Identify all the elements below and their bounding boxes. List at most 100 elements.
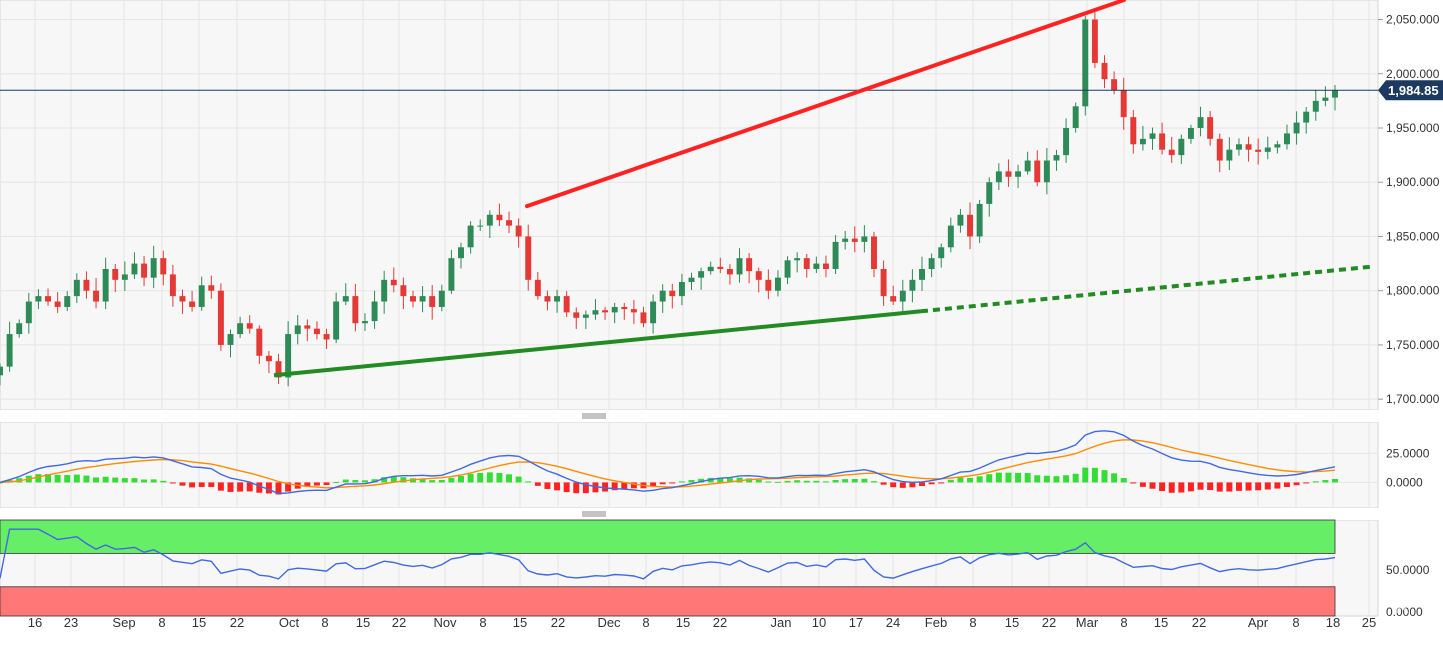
x-tick-label: 24 — [886, 615, 900, 630]
macd-histogram-bar — [621, 482, 628, 490]
candle — [967, 214, 974, 237]
macd-histogram-bar — [1332, 478, 1338, 483]
macd-histogram-bar — [496, 472, 503, 483]
x-tick-label: 8 — [479, 615, 486, 630]
x-tick-label: 15 — [513, 615, 527, 630]
candle — [1274, 144, 1281, 148]
rsi-overbought-zone — [0, 519, 1336, 554]
candle — [899, 290, 906, 302]
macd-histogram-bar — [1159, 482, 1166, 492]
candle — [313, 328, 320, 335]
candle — [1053, 155, 1060, 161]
candle — [83, 279, 90, 291]
candle — [621, 306, 628, 310]
macd-histogram-bar — [1168, 482, 1175, 493]
candle — [160, 258, 167, 275]
candle — [150, 258, 157, 278]
watermark: FX — [1381, 593, 1409, 618]
candle — [1216, 138, 1223, 161]
candle — [342, 296, 349, 302]
candle — [467, 225, 474, 248]
price-panel-bg — [0, 0, 1379, 411]
candle — [794, 258, 801, 261]
macd-histogram-bar — [217, 482, 224, 491]
macd-histogram-bar — [794, 480, 801, 483]
candle — [506, 220, 513, 226]
macd-histogram-bar — [486, 472, 493, 483]
candle — [1255, 149, 1262, 152]
macd-histogram-bar — [54, 474, 61, 483]
macd-histogram-bar — [1043, 475, 1050, 483]
candle — [285, 334, 292, 378]
candle — [25, 301, 32, 324]
y-tick-label: 1,750.000 — [1386, 338, 1440, 352]
candle — [1168, 149, 1175, 156]
candle — [477, 225, 484, 227]
candle — [1159, 133, 1166, 150]
macd-histogram-bar — [400, 477, 407, 483]
macd-histogram-bar — [304, 482, 311, 487]
candle — [525, 236, 532, 280]
macd-histogram-bar — [1101, 470, 1108, 483]
candle — [928, 258, 935, 269]
macd-histogram-bar — [102, 476, 109, 483]
macd-histogram-bar — [64, 475, 71, 483]
candle — [938, 247, 945, 259]
candle — [976, 203, 983, 237]
x-tick-label: Oct — [279, 615, 300, 630]
candle — [1322, 97, 1329, 101]
macd-histogram-bar — [141, 479, 148, 483]
macd-histogram-bar — [1149, 482, 1156, 489]
x-tick-label: 15 — [676, 615, 690, 630]
macd-histogram-bar — [35, 474, 42, 483]
candle — [179, 296, 186, 302]
y-tick-label: 2,050.000 — [1386, 13, 1440, 27]
macd-histogram-bar — [995, 472, 1002, 483]
candle — [275, 361, 282, 378]
macd-histogram-bar — [822, 481, 829, 483]
candle — [563, 296, 570, 313]
candle — [304, 325, 311, 329]
macd-histogram-bar — [208, 482, 215, 488]
x-tick-label: Sep — [112, 615, 135, 630]
macd-histogram-bar — [438, 479, 445, 483]
candle — [986, 182, 993, 204]
macd-histogram-bar — [1120, 478, 1127, 483]
candle — [947, 225, 954, 248]
candle — [102, 268, 109, 302]
x-tick-label: 23 — [64, 615, 78, 630]
candle — [6, 334, 13, 367]
candle — [669, 290, 676, 297]
candle — [1082, 19, 1089, 107]
macd-histogram-bar — [169, 482, 176, 484]
candle — [995, 171, 1002, 183]
macd-histogram-bar — [871, 481, 877, 483]
candle — [554, 296, 561, 302]
macd-line — [0, 430, 1336, 495]
macd-histogram-bar — [333, 481, 340, 483]
candle — [582, 314, 589, 318]
macd-histogram-bar — [1207, 482, 1214, 491]
candle — [1005, 171, 1012, 177]
x-tick-label: 8 — [158, 615, 165, 630]
macd-histogram-bar — [313, 482, 320, 486]
macd-histogram-bar — [93, 477, 100, 483]
candle — [237, 323, 244, 335]
macd-histogram-bar — [1216, 482, 1223, 492]
candle — [630, 309, 637, 313]
macd-histogram-bar — [477, 473, 484, 483]
candle — [688, 277, 695, 283]
macd-histogram-bar — [83, 475, 90, 483]
macd-histogram-bar — [515, 476, 522, 483]
candle — [1091, 19, 1098, 63]
candle — [1130, 117, 1137, 145]
macd-histogram-bar — [957, 477, 964, 483]
macd-histogram-bar — [352, 480, 359, 483]
panel-separator — [0, 508, 1443, 520]
x-tick-label: 22 — [551, 615, 565, 630]
candle — [1284, 133, 1290, 145]
macd-histogram-bar — [851, 478, 858, 483]
macd-histogram-bar — [698, 478, 705, 483]
candle — [400, 285, 407, 297]
macd-histogram-bar — [265, 482, 272, 494]
